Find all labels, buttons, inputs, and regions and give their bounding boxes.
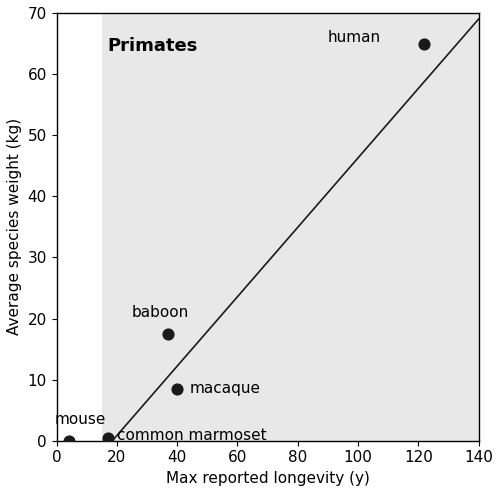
- Text: macaque: macaque: [189, 381, 260, 396]
- Point: [173, 385, 181, 393]
- Bar: [102, 13, 478, 441]
- Text: human: human: [328, 30, 381, 45]
- Text: common marmoset: common marmoset: [117, 428, 266, 443]
- Text: baboon: baboon: [132, 305, 189, 320]
- Text: mouse: mouse: [55, 412, 106, 427]
- Point: [164, 330, 172, 338]
- Point: [64, 437, 72, 445]
- Point: [420, 39, 428, 47]
- Y-axis label: Average species weight (kg): Average species weight (kg): [7, 118, 22, 335]
- X-axis label: Max reported longevity (y): Max reported longevity (y): [166, 471, 370, 486]
- Point: [104, 434, 112, 442]
- Text: Primates: Primates: [108, 37, 198, 55]
